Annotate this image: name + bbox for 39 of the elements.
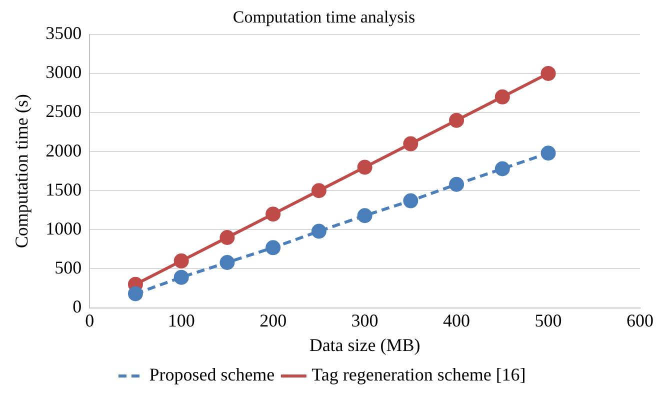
point [494,89,510,104]
point [449,176,464,192]
point [403,193,418,208]
y-tick-label: 0 [72,296,82,317]
point [540,66,556,81]
y-axis-title: Computation time (s) [12,94,32,248]
point [220,254,235,270]
point [311,183,326,198]
point [357,208,372,224]
x-tick-label: 300 [351,310,378,330]
point [403,136,418,152]
point [540,146,556,161]
y-tick-label: 2500 [46,101,82,122]
y-tick-label: 1500 [46,179,82,200]
point [174,253,189,268]
point [311,224,326,239]
x-tick-label: 400 [443,310,470,330]
y-tick-label: 3000 [46,62,82,82]
x-tick-label: 200 [260,310,287,330]
legend-label: Tag regeneration scheme [16] [312,364,526,385]
x-tick-label: 0 [85,310,94,330]
legend-label: Proposed scheme [149,364,275,385]
x-tick-label: 600 [626,310,654,330]
chart-title: Computation time analysis [232,8,416,27]
point [494,161,510,176]
point [266,206,281,222]
y-tick-label: 1000 [46,218,82,238]
y-tick-label: 3500 [46,23,82,44]
y-tick-label: 2000 [46,140,82,160]
point [266,240,281,256]
y-tick-label: 500 [54,257,82,278]
point [128,286,143,302]
x-axis-title: Data size (MB) [309,334,420,355]
point [174,270,189,285]
x-tick-label: 100 [168,310,195,330]
point [220,230,235,245]
point [449,112,464,128]
point [357,160,372,175]
x-tick-label: 500 [534,310,562,330]
